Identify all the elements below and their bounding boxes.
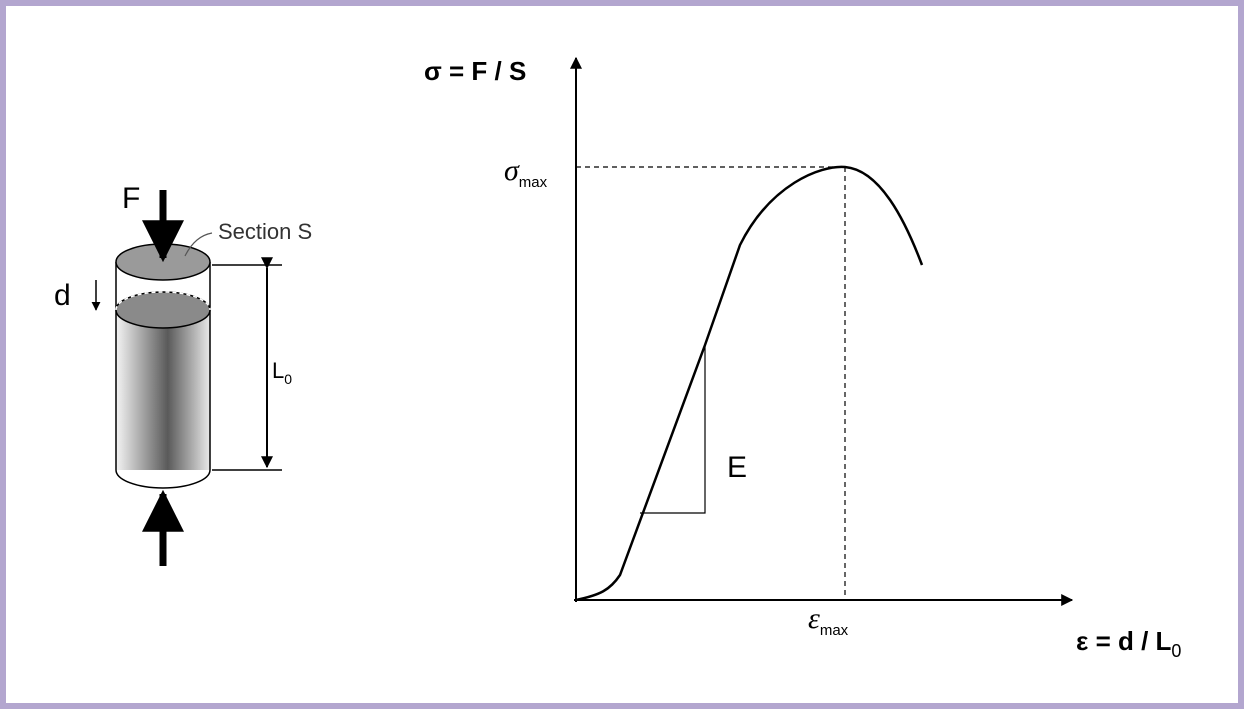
y-axis-label: σ = F / S	[424, 56, 526, 86]
x-axis-label: ε = d / L0	[1076, 626, 1181, 661]
length-sub: 0	[284, 371, 292, 387]
peak-stress-base: σ	[504, 154, 520, 187]
page: F Section S d L0 σ = F / S σmax εmax ε =…	[0, 0, 1244, 709]
peak-strain-base: ε	[808, 602, 820, 635]
slope-label: E	[727, 451, 747, 484]
peak-strain-sub: max	[820, 622, 849, 639]
x-axis-sub: 0	[1171, 641, 1181, 661]
x-axis-base: ε = d / L	[1076, 626, 1172, 656]
length-base: L	[272, 358, 284, 383]
cylinder-body	[116, 310, 210, 470]
diagram: F Section S d L0 σ = F / S σmax εmax ε =…	[0, 0, 1244, 709]
peak-stress-sub: max	[519, 174, 548, 191]
displacement-label: d	[54, 279, 71, 312]
section-label: Section S	[218, 219, 312, 244]
force-label: F	[122, 182, 140, 215]
